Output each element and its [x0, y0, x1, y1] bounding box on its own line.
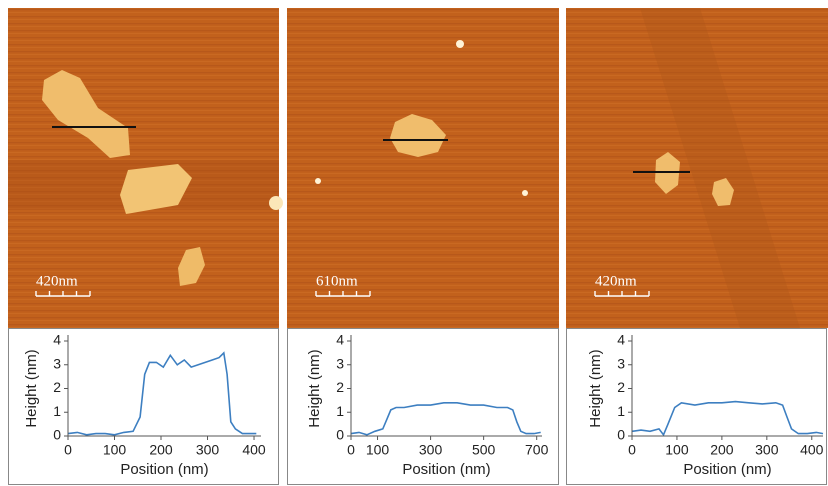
x-axis-label: Position (nm): [683, 461, 771, 478]
x-tick-label: 300: [419, 442, 443, 458]
x-tick-label: 700: [525, 442, 549, 458]
x-axis-label: Position (nm): [402, 461, 490, 478]
y-tick-label: 4: [53, 332, 61, 348]
y-tick-label: 3: [336, 355, 344, 371]
figure: 012340100200300400Position (nm)Height (n…: [0, 0, 828, 486]
x-tick-label: 200: [710, 442, 734, 458]
x-tick-label: 0: [64, 442, 72, 458]
y-tick-label: 0: [617, 427, 625, 443]
y-tick-label: 2: [336, 379, 344, 395]
y-tick-label: 0: [53, 427, 61, 443]
y-tick-label: 4: [336, 332, 344, 348]
x-tick-label: 200: [149, 442, 173, 458]
y-axis-label: Height (nm): [587, 349, 604, 427]
x-tick-label: 100: [366, 442, 390, 458]
y-tick-label: 2: [53, 379, 61, 395]
y-tick-label: 4: [617, 332, 625, 348]
scale-bar-label: 420nm: [595, 273, 637, 289]
x-tick-label: 300: [196, 442, 220, 458]
x-tick-label: 400: [800, 442, 824, 458]
y-tick-label: 1: [617, 403, 625, 419]
scale-bar-label: 420nm: [36, 273, 78, 289]
y-tick-label: 3: [53, 355, 61, 371]
x-tick-label: 100: [103, 442, 127, 458]
y-axis-label: Height (nm): [306, 349, 323, 427]
y-tick-label: 2: [617, 379, 625, 395]
y-tick-label: 1: [336, 403, 344, 419]
x-tick-label: 0: [347, 442, 355, 458]
y-tick-label: 1: [53, 403, 61, 419]
scale-bar-label: 610nm: [316, 273, 358, 289]
y-tick-label: 3: [617, 355, 625, 371]
x-tick-label: 300: [755, 442, 779, 458]
x-tick-label: 100: [665, 442, 689, 458]
x-tick-label: 500: [472, 442, 496, 458]
y-tick-label: 0: [336, 427, 344, 443]
x-tick-label: 0: [628, 442, 636, 458]
x-tick-label: 400: [242, 442, 266, 458]
y-axis-label: Height (nm): [23, 349, 40, 427]
x-axis-label: Position (nm): [120, 461, 208, 478]
